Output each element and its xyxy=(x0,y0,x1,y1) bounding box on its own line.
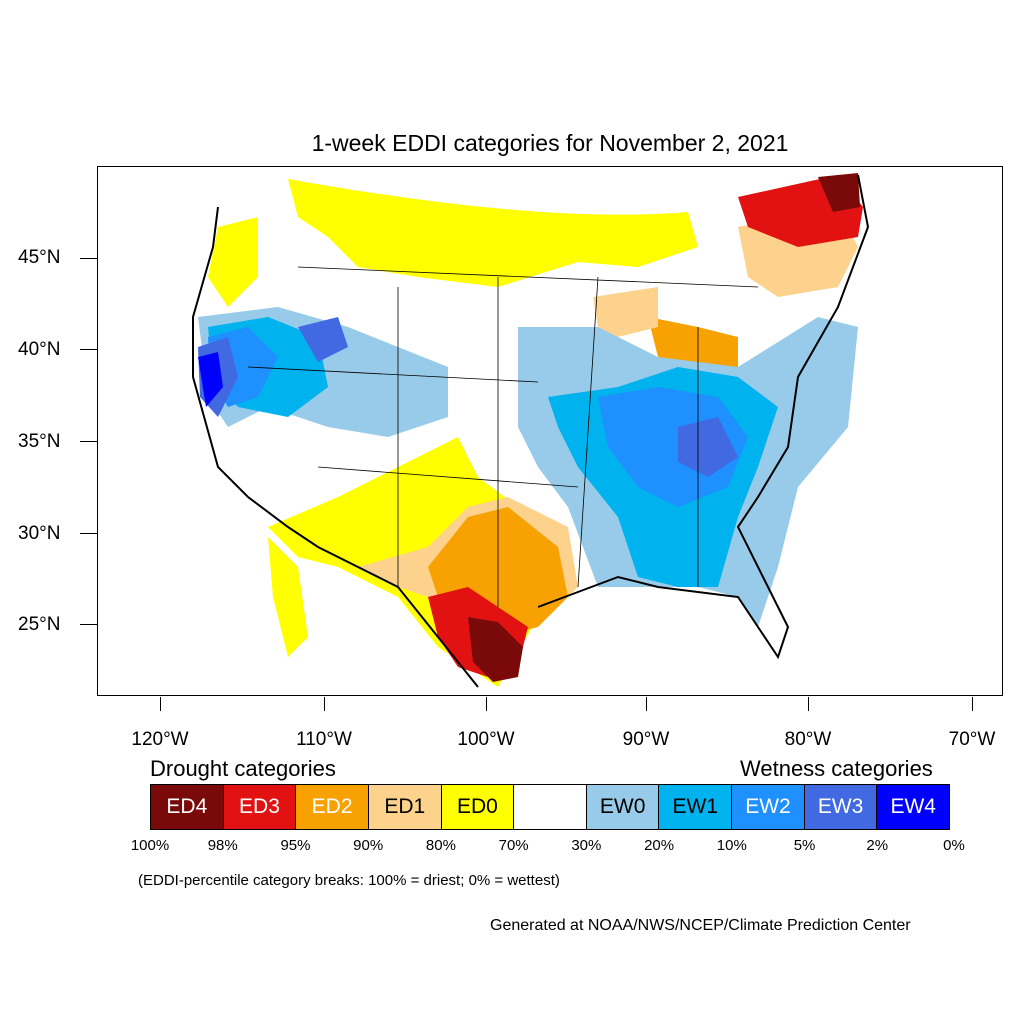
percentile-label: 5% xyxy=(793,837,816,854)
ew3-region-ohio xyxy=(678,417,738,477)
legend-cell-ew4: EW4 xyxy=(877,785,950,829)
legend-cell-ed1: ED1 xyxy=(368,785,442,829)
percentile-label: 80% xyxy=(425,837,456,854)
lat-label-30: 30°N xyxy=(18,523,61,544)
percentile-label: 95% xyxy=(280,837,311,854)
ed0-region-baja xyxy=(268,537,308,657)
lat-label-25: 25°N xyxy=(18,614,61,635)
lat-label-40: 40°N xyxy=(18,339,61,360)
legend-cell-ed4: ED4 xyxy=(151,785,224,829)
legend-cell-ew3: EW3 xyxy=(804,785,878,829)
lon-label-70: 70°W xyxy=(948,729,996,750)
lon-label-120: 120°W xyxy=(131,729,189,750)
percentile-label: 98% xyxy=(207,837,238,854)
percentile-label: 10% xyxy=(716,837,747,854)
eddi-map xyxy=(192,173,870,692)
map-panel xyxy=(97,166,1003,696)
legend-cell-ed2: ED2 xyxy=(296,785,369,829)
lon-label-80: 80°W xyxy=(784,729,832,750)
legend-cell-ew0: EW0 xyxy=(586,785,660,829)
ew4-region-california xyxy=(198,352,223,407)
lat-label-35: 35°N xyxy=(18,431,61,452)
lon-label-100: 100°W xyxy=(457,729,515,750)
lon-tick xyxy=(808,697,809,711)
lon-label-90: 90°W xyxy=(622,729,670,750)
legend-cell-ed0: ED0 xyxy=(441,785,515,829)
legend-cell-ed3: ED3 xyxy=(223,785,297,829)
legend-colorbar: ED4 ED3 ED2 ED1 ED0 EW0 EW1 EW2 EW3 EW4 xyxy=(150,784,950,830)
ed4-region-quebec xyxy=(818,173,860,212)
lon-tick xyxy=(324,697,325,711)
drought-heading: Drought categories xyxy=(150,756,336,781)
state-borders xyxy=(247,266,759,607)
legend-cell-ew1: EW1 xyxy=(659,785,733,829)
map-title: 1-week EDDI categories for November 2, 2… xyxy=(311,130,789,156)
category-note: (EDDI-percentile category breaks: 100% =… xyxy=(138,872,560,889)
lat-label-45: 45°N xyxy=(18,247,61,268)
lon-tick xyxy=(486,697,487,711)
credit-text: Generated at NOAA/NWS/NCEP/Climate Predi… xyxy=(490,917,911,934)
ed0-region-north xyxy=(288,179,698,287)
lat-tick xyxy=(80,441,97,442)
lat-tick xyxy=(80,533,97,534)
wetness-heading: Wetness categories xyxy=(740,756,933,781)
lat-tick xyxy=(80,624,97,625)
percentile-label: 90% xyxy=(353,837,384,854)
percentile-label: 20% xyxy=(644,837,675,854)
legend-cell-ew2: EW2 xyxy=(732,785,805,829)
percentile-label: 2% xyxy=(866,837,889,854)
coastline xyxy=(192,174,870,688)
lon-tick xyxy=(646,697,647,711)
ed4-region-texas xyxy=(468,617,523,682)
ed1-region-great-lakes xyxy=(593,287,658,337)
ew2-region-east xyxy=(598,387,748,507)
lon-tick xyxy=(160,697,161,711)
ed0-region-pacific xyxy=(208,217,258,307)
ew3-region-idaho xyxy=(298,317,348,362)
percentile-label: 100% xyxy=(130,837,170,854)
percentile-label: 70% xyxy=(498,837,529,854)
percentile-label: 0% xyxy=(943,837,965,854)
legend-cell-neutral xyxy=(514,785,587,829)
lat-tick xyxy=(80,349,97,350)
percentile-label: 30% xyxy=(571,837,602,854)
lon-label-110: 110°W xyxy=(296,729,352,750)
lon-tick xyxy=(972,697,973,711)
lat-tick xyxy=(80,258,97,259)
